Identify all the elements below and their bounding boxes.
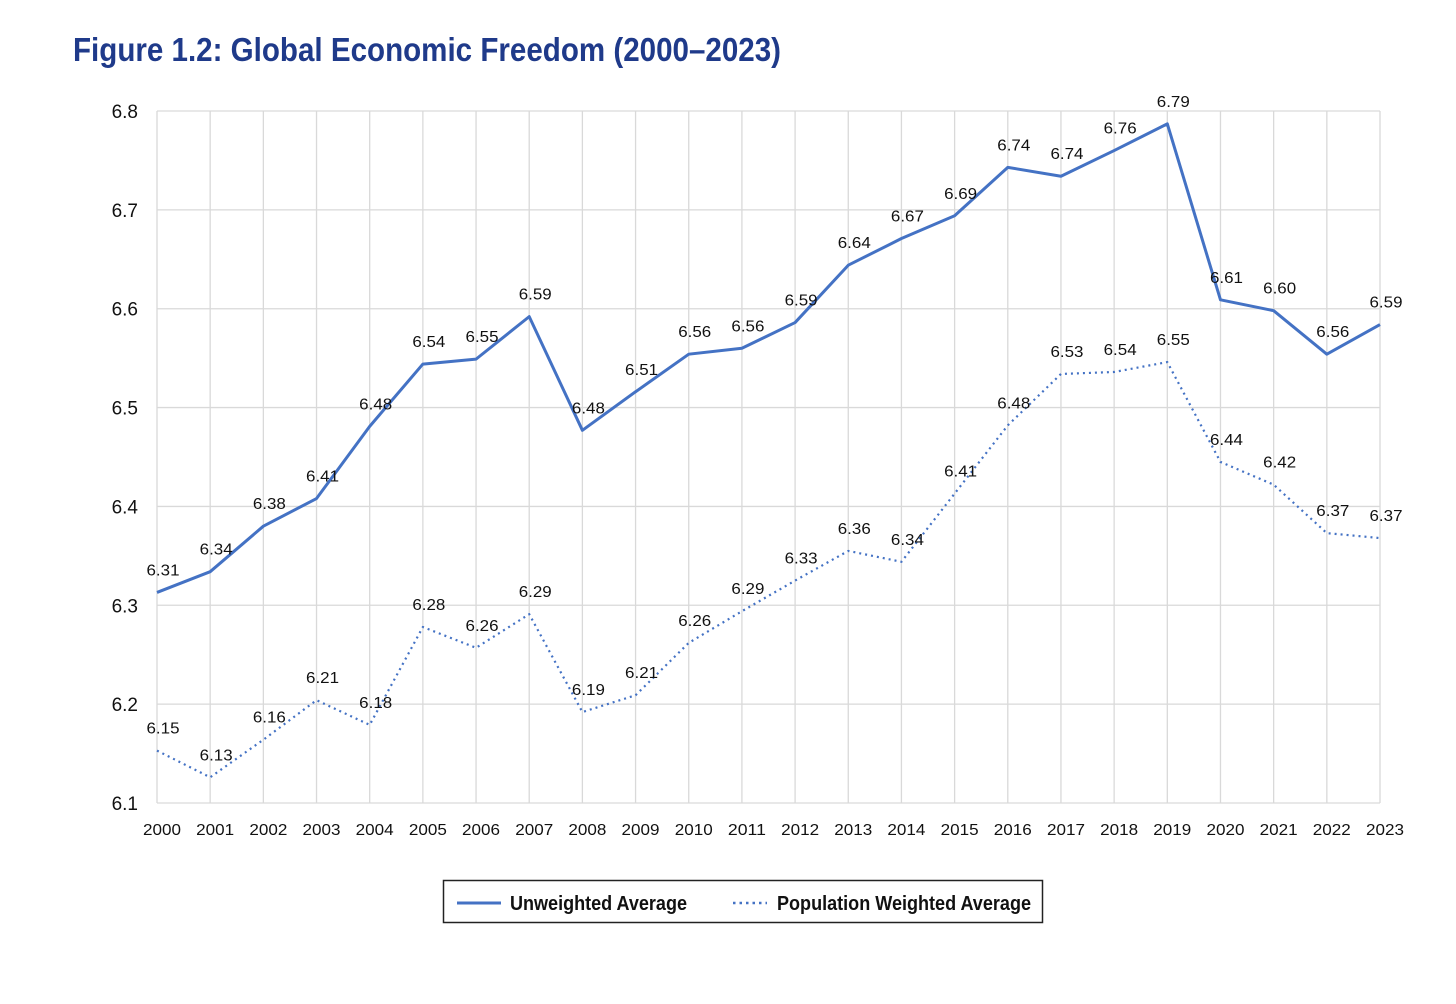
data-label: 6.76 [1104,121,1137,138]
x-tick-label: 2010 [675,822,713,839]
x-tick-label: 2006 [462,822,500,839]
data-label: 6.48 [997,395,1030,412]
data-label: 6.34 [891,532,924,549]
x-tick-label: 2009 [622,822,660,839]
data-label: 6.38 [253,496,286,513]
data-label: 6.31 [147,562,180,579]
x-tick-label: 2004 [356,822,394,839]
x-tick-label: 2021 [1260,822,1298,839]
data-label: 6.41 [944,464,977,481]
data-label: 6.55 [1157,332,1190,349]
legend: Unweighted Average Population Weighted A… [444,881,1043,923]
x-tick-label: 2011 [728,822,766,839]
data-label: 6.21 [625,665,658,682]
x-tick-label: 2022 [1313,822,1351,839]
x-tick-label: 2000 [143,822,181,839]
x-tick-label: 2018 [1100,822,1138,839]
x-tick-label: 2020 [1206,822,1244,839]
data-label: 6.33 [785,551,818,568]
legend-label-unweighted: Unweighted Average [510,893,687,915]
y-tick-label: 6.1 [112,794,138,815]
x-tick-label: 2003 [303,822,341,839]
grid [157,111,1380,803]
data-label: 6.48 [572,400,605,417]
data-label: 6.29 [731,581,764,598]
x-tick-label: 2023 [1366,822,1404,839]
y-tick-label: 6.4 [112,497,139,518]
data-label: 6.53 [1050,344,1083,361]
x-tick-label: 2012 [781,822,819,839]
data-label: 6.74 [997,137,1030,154]
series-lines [157,124,1380,778]
x-tick-label: 2008 [568,822,606,839]
chart-title: Figure 1.2: Global Economic Freedom (200… [73,31,781,68]
data-label: 6.21 [306,670,339,687]
data-labels: 6.31 6.34 6.38 6.41 6.48 6.54 6.55 6.59 6.48 6.51… [147,94,1403,764]
data-label: 6.28 [412,597,445,614]
x-tick-label: 2005 [409,822,447,839]
data-label: 6.54 [1104,342,1137,359]
x-tick-label: 2016 [994,822,1032,839]
data-label: 6.37 [1370,508,1403,525]
data-label: 6.29 [519,584,552,601]
y-tick-label: 6.2 [112,695,138,716]
y-axis: 6.1 6.2 6.3 6.4 6.5 6.6 6.7 6.8 [112,102,139,815]
data-label: 6.26 [466,618,499,635]
x-tick-label: 2015 [941,822,979,839]
x-tick-label: 2014 [887,822,925,839]
data-label: 6.60 [1263,281,1296,298]
line-unweighted-average [157,124,1380,593]
data-label: 6.56 [731,318,764,335]
x-tick-label: 2019 [1153,822,1191,839]
data-label: 6.15 [147,721,180,738]
y-tick-label: 6.6 [112,300,138,321]
x-tick-label: 2007 [515,822,553,839]
y-tick-label: 6.5 [112,399,138,420]
data-label: 6.26 [678,613,711,630]
data-label: 6.67 [891,209,924,226]
data-label: 6.56 [1316,324,1349,341]
data-label: 6.79 [1157,94,1190,111]
data-label: 6.59 [519,287,552,304]
data-label: 6.64 [838,235,871,252]
data-label: 6.41 [306,469,339,486]
data-label: 6.56 [678,324,711,341]
data-label: 6.74 [1050,146,1083,163]
y-tick-label: 6.3 [112,596,138,617]
legend-label-weighted: Population Weighted Average [777,893,1031,915]
data-label: 6.36 [838,521,871,538]
data-label: 6.59 [1370,295,1403,312]
data-label: 6.19 [572,682,605,699]
y-tick-label: 6.7 [112,201,138,222]
data-label: 6.34 [200,542,233,559]
data-label: 6.54 [412,334,445,351]
data-label: 6.42 [1263,455,1296,472]
x-tick-label: 2013 [834,822,872,839]
data-label: 6.48 [359,396,392,413]
data-label: 6.51 [625,362,658,379]
data-label: 6.44 [1210,432,1243,449]
data-label: 6.61 [1210,270,1243,287]
data-label: 6.16 [253,710,286,727]
y-tick-label: 6.8 [112,102,138,123]
x-tick-label: 2017 [1047,822,1085,839]
data-label: 6.18 [359,695,392,712]
x-axis: 2000 2001 2002 2003 2004 2005 2006 2007 2008 2009… [143,822,1404,839]
x-tick-label: 2002 [249,822,287,839]
data-label: 6.69 [944,186,977,203]
data-label: 6.37 [1316,503,1349,520]
line-population-weighted-average [157,362,1380,777]
x-tick-label: 2001 [196,822,234,839]
data-label: 6.13 [200,747,233,764]
data-label: 6.59 [785,293,818,310]
data-label: 6.55 [466,329,499,346]
